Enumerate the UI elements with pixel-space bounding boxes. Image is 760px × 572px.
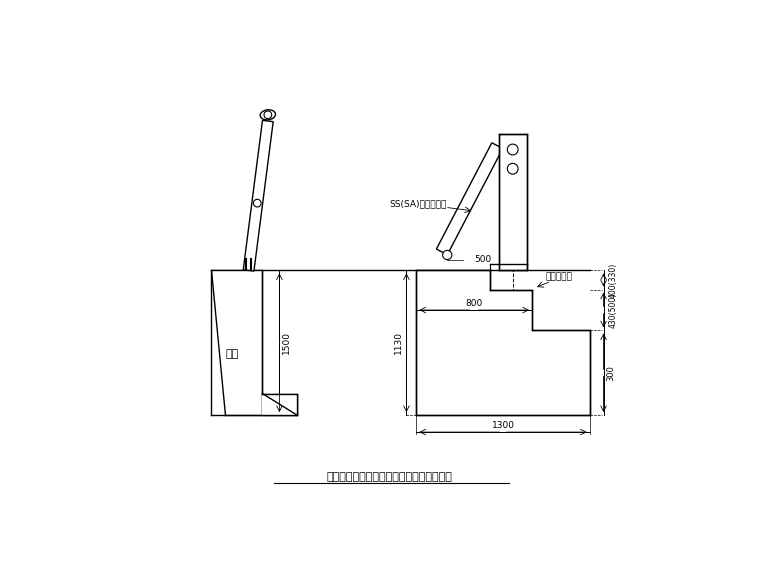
Polygon shape: [262, 394, 297, 415]
Text: SS(SA)级路基护栏: SS(SA)级路基护栏: [389, 199, 447, 208]
Text: 1130: 1130: [394, 331, 404, 354]
Text: 300: 300: [606, 365, 616, 381]
Circle shape: [264, 111, 271, 119]
Text: 1300: 1300: [492, 420, 515, 430]
Text: 500: 500: [474, 255, 492, 264]
Ellipse shape: [260, 110, 276, 120]
Text: 挡墙: 挡墙: [225, 348, 239, 359]
Text: 430(500): 430(500): [608, 292, 617, 328]
Polygon shape: [243, 120, 273, 271]
Polygon shape: [416, 271, 590, 415]
Polygon shape: [225, 415, 297, 419]
Polygon shape: [262, 394, 297, 415]
Text: 400(330): 400(330): [608, 263, 617, 297]
Circle shape: [508, 164, 518, 174]
Text: 1500: 1500: [282, 331, 291, 354]
Polygon shape: [436, 143, 503, 255]
Polygon shape: [262, 394, 297, 415]
Circle shape: [442, 251, 452, 260]
Text: 车行道路面: 车行道路面: [546, 272, 572, 281]
Circle shape: [508, 144, 518, 155]
Text: 挡墙上为人行道栏杆和防撞栏杆结构示意图: 挡墙上为人行道栏杆和防撞栏杆结构示意图: [327, 472, 452, 482]
Polygon shape: [499, 134, 527, 271]
Polygon shape: [211, 271, 262, 415]
Text: 800: 800: [466, 299, 483, 308]
Circle shape: [253, 199, 261, 207]
